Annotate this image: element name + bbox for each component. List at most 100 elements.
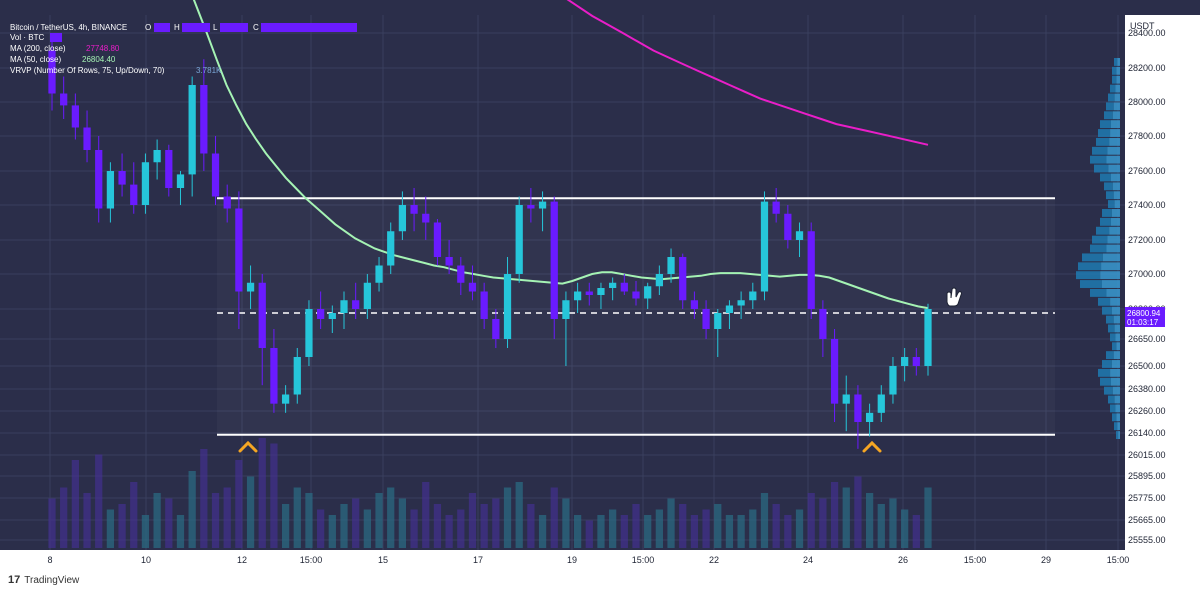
- volume-bar: [585, 520, 593, 548]
- candle: [422, 196, 430, 240]
- candle-body: [433, 222, 442, 257]
- time-tick-label: 15:00: [632, 555, 655, 565]
- candle-body: [912, 357, 920, 366]
- volume-bar: [258, 438, 266, 548]
- candle: [597, 282, 605, 309]
- legend-vrvp-value: 3.781K: [196, 66, 222, 75]
- volume-bar: [644, 515, 652, 548]
- legend-ma200-value: 27748.80: [86, 44, 120, 53]
- candle: [340, 291, 348, 329]
- volume-profile-bar: [1106, 191, 1114, 200]
- candle: [352, 282, 360, 319]
- candle-body: [200, 85, 208, 154]
- price-tick-label: 28000.00: [1128, 97, 1166, 107]
- volume-profile-bar: [1112, 75, 1117, 84]
- volume-profile-bar: [1116, 413, 1120, 422]
- support-marker-icon: [238, 440, 258, 453]
- candle-body: [865, 412, 874, 422]
- price-axis-background[interactable]: [1125, 15, 1200, 553]
- volume-profile-bar: [1100, 173, 1111, 182]
- candle-body: [305, 309, 313, 357]
- volume-profile-bar: [1106, 244, 1120, 253]
- volume-profile-bar: [1108, 164, 1120, 173]
- volume-bar: [468, 493, 477, 548]
- volume-bar: [130, 482, 138, 548]
- candle-body: [503, 274, 512, 339]
- horizontal-levels[interactable]: [217, 197, 1055, 436]
- candle-body: [632, 291, 640, 299]
- volume-profile-bar: [1112, 111, 1120, 120]
- candle-body: [270, 348, 278, 404]
- volume-bar: [363, 509, 371, 548]
- time-tick-label: 15:00: [1107, 555, 1130, 565]
- legend-volume[interactable]: Vol · BTC: [10, 33, 44, 42]
- candle-body: [538, 201, 547, 209]
- volume-profile-bar: [1104, 111, 1113, 120]
- volume-profile-bar: [1112, 342, 1117, 351]
- volume-profile-bar: [1111, 306, 1120, 315]
- volume-profile-bar: [1098, 297, 1111, 306]
- candle-body: [667, 257, 675, 274]
- candle-body: [246, 282, 255, 292]
- candle-body: [480, 291, 488, 319]
- volume-profile-bar: [1112, 413, 1117, 422]
- volume-profile-bar: [1100, 217, 1111, 226]
- legend-ma50[interactable]: MA (50, close): [10, 55, 61, 64]
- legend-vrvp[interactable]: VRVP (Number Of Rows, 75, Up/Down, 70): [10, 66, 165, 75]
- volume-profile-bar: [1100, 120, 1111, 129]
- time-axis[interactable]: 8 10 12 15:00 15 17 19 15:00 22 24 26 15:00 29 15:00: [47, 555, 1129, 565]
- candle-body: [445, 257, 453, 266]
- volume-bar: [176, 515, 185, 548]
- legend-high-value: [182, 23, 210, 32]
- candle: [585, 282, 593, 306]
- volume-profile-bar: [1115, 333, 1120, 342]
- volume-bar: [211, 493, 220, 548]
- price-tick-label: 26260.00: [1128, 406, 1166, 416]
- volume-profile-bar: [1111, 217, 1120, 226]
- candle: [246, 265, 255, 309]
- candle: [562, 291, 570, 366]
- footer-brand[interactable]: 17 TradingView: [8, 574, 79, 586]
- volume-profile-bar: [1102, 209, 1112, 217]
- volume-profile-bar: [1098, 129, 1111, 137]
- volume-bar: [807, 493, 815, 548]
- candle-body: [795, 231, 804, 240]
- candle: [235, 191, 243, 329]
- time-axis-background[interactable]: [0, 550, 1200, 570]
- candle-body: [585, 291, 593, 295]
- candle: [644, 282, 652, 309]
- volume-bar: [457, 509, 465, 548]
- legend-symbol[interactable]: Bitcoin / TetherUS, 4h, BINANCE: [10, 23, 127, 32]
- volume-bar: [562, 498, 570, 548]
- legend-ma200[interactable]: MA (200, close): [10, 44, 66, 53]
- volume-bar: [433, 504, 442, 548]
- candle: [410, 188, 418, 232]
- candle: [433, 219, 442, 266]
- volume-bar: [924, 487, 932, 548]
- candle: [667, 248, 675, 283]
- time-tick-label: 15:00: [300, 555, 323, 565]
- volume-bar: [819, 498, 827, 548]
- candle: [749, 282, 757, 309]
- candle-body: [153, 150, 161, 163]
- volume-bar: [340, 504, 348, 548]
- candle: [153, 139, 161, 180]
- candle-body: [352, 300, 360, 309]
- volume-profile-bar: [1106, 102, 1114, 111]
- volume-bar: [690, 515, 699, 548]
- tradingview-logo-icon: 17: [8, 574, 21, 586]
- candle-body: [597, 288, 605, 295]
- volume-profile-bar: [1108, 395, 1115, 404]
- volume-profile-bar: [1109, 137, 1120, 146]
- candle: [842, 375, 850, 432]
- ma200-line: [566, 0, 929, 146]
- price-tick-label: 27400.00: [1128, 200, 1166, 210]
- candle-body: [901, 357, 909, 366]
- volume-bar: [609, 509, 617, 548]
- volume-profile-bar: [1106, 155, 1120, 164]
- price-tick-label: 26500.00: [1128, 361, 1166, 371]
- candle-body: [188, 85, 196, 175]
- volume-bar: [492, 498, 500, 548]
